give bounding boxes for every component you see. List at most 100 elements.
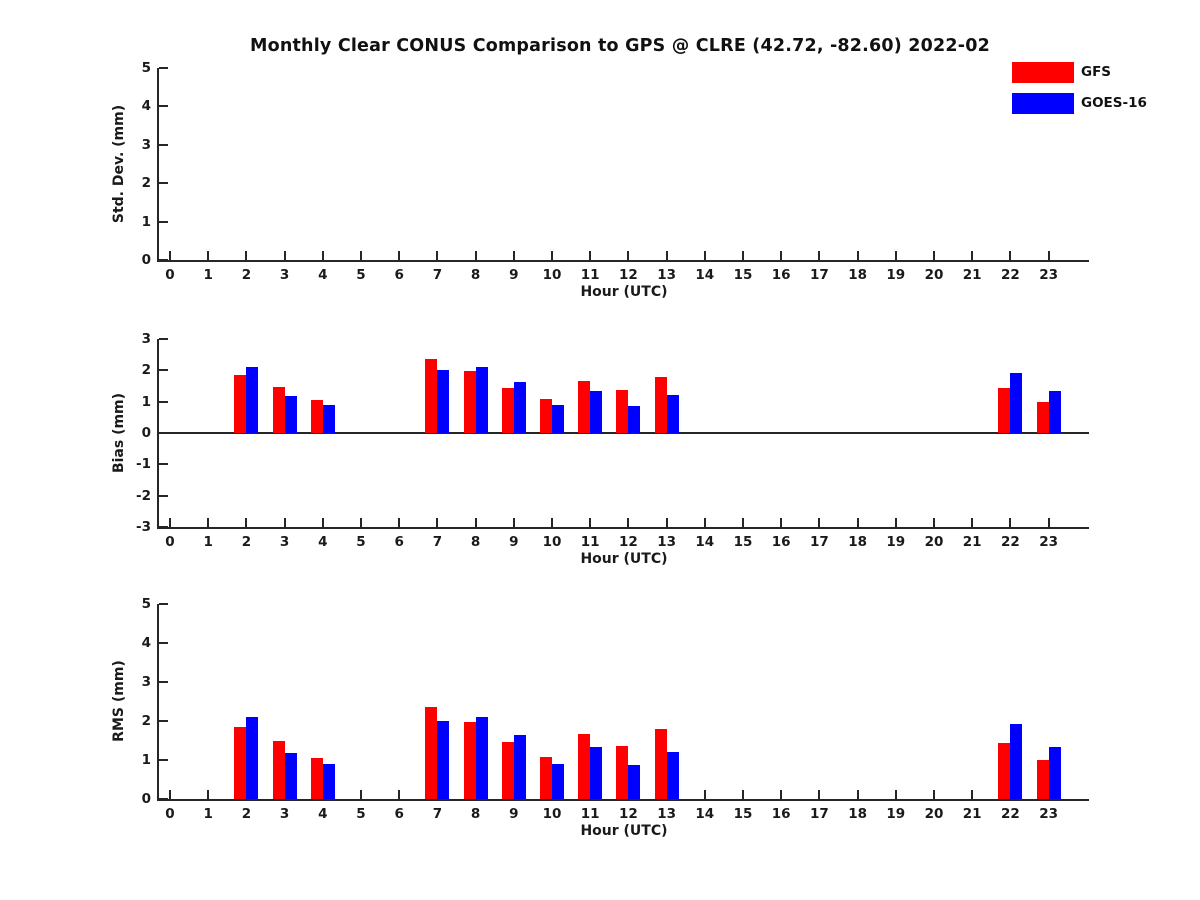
x-tick-mark (703, 790, 706, 799)
x-tick-label: 23 (1039, 806, 1058, 822)
x-tick-label: 12 (618, 806, 638, 822)
x-tick-mark (512, 518, 515, 527)
y-tick-label: -1 (136, 456, 151, 473)
bar-gfs-h3 (272, 741, 285, 799)
x-tick-label: 8 (470, 534, 481, 550)
x-tick-mark (856, 518, 859, 527)
bar-goes-16-h13 (666, 752, 679, 799)
legend-label-goes16: GOES-16 (1081, 95, 1147, 111)
y-tick-label: -2 (136, 487, 151, 504)
x-axis-label: Hour (UTC) (580, 823, 668, 839)
y-tick-label: 5 (141, 60, 151, 76)
stddev-plot-area: 0 1 2 3 4 5 0 1 2 3 4 5 6 7 8 9 10 11 12 13 14 15 16 17 18 19 20 21… (142, 60, 1089, 300)
x-tick-label: 18 (848, 534, 867, 550)
x-tick-label: 21 (962, 267, 982, 283)
x-tick-mark (780, 518, 783, 527)
x-tick-mark (742, 518, 744, 527)
stddev-y-axis-label: Std. Dev. (mm) (111, 104, 127, 224)
bar-gfs-h12 (616, 745, 629, 799)
y-tick-label: -3 (136, 519, 151, 535)
x-tick-label: 16 (771, 267, 791, 283)
x-tick-label: 9 (509, 267, 519, 283)
bar-gfs-h8 (463, 371, 476, 433)
y-tick-mark (159, 259, 168, 261)
y-tick-label: 0 (141, 425, 151, 441)
x-tick-mark (207, 251, 210, 260)
x-tick-mark (321, 251, 324, 260)
x-tick-label: 9 (509, 534, 519, 550)
x-tick-label: 11 (580, 267, 600, 283)
y-tick-label: 1 (141, 213, 151, 230)
y-tick-mark (159, 105, 168, 108)
bar-goes-16-h12 (628, 765, 641, 799)
x-tick-label: 11 (580, 534, 600, 550)
x-tick-mark (169, 518, 171, 527)
x-tick-label: 10 (542, 534, 562, 550)
x-tick-mark (1047, 518, 1050, 527)
x-tick-mark (894, 518, 897, 527)
x-tick-mark (589, 251, 592, 260)
bar-gfs-h12 (616, 390, 629, 433)
x-tick-label: 3 (279, 806, 290, 822)
legend-swatch-gfs (1012, 62, 1074, 83)
x-tick-mark (398, 251, 401, 260)
y-tick-mark (159, 526, 168, 528)
x-tick-label: 20 (924, 806, 944, 822)
x-tick-label: 3 (279, 267, 290, 283)
x-tick-label: 16 (771, 534, 791, 550)
y-tick-label: 1 (141, 752, 151, 768)
x-tick-label: 4 (318, 806, 328, 822)
bar-gfs-h9 (501, 742, 514, 799)
y-tick-mark (159, 681, 168, 683)
bar-goes-16-h4 (322, 404, 335, 433)
bar-gfs-h11 (578, 733, 591, 799)
x-tick-label: 22 (1000, 534, 1020, 550)
x-tick-mark (665, 518, 668, 527)
x-tick-mark (321, 518, 324, 527)
x-tick-label: 17 (809, 534, 829, 550)
y-tick-mark (159, 603, 168, 605)
x-tick-label: 0 (165, 534, 175, 550)
x-tick-label: 4 (318, 534, 328, 550)
x-tick-mark (283, 518, 286, 527)
x-tick-mark (933, 251, 935, 260)
x-tick-label: 6 (394, 806, 404, 822)
x-tick-label: 0 (165, 806, 175, 822)
bar-goes-16-h7 (437, 370, 450, 433)
x-tick-mark (856, 251, 859, 260)
x-tick-label: 19 (886, 267, 906, 283)
x-tick-mark (894, 790, 897, 799)
x-tick-mark (627, 251, 630, 260)
x-tick-label: 18 (848, 806, 867, 822)
x-tick-mark (398, 518, 401, 527)
x-tick-label: 14 (695, 534, 715, 550)
x-tick-mark (856, 790, 859, 799)
x-tick-label: 6 (394, 534, 404, 550)
bar-gfs-h7 (425, 707, 438, 799)
x-tick-label: 22 (1000, 806, 1020, 822)
y-tick-mark (159, 338, 168, 340)
x-tick-label: 15 (733, 534, 753, 550)
x-tick-label: 5 (356, 534, 366, 550)
x-tick-label: 7 (432, 806, 443, 822)
x-tick-mark (245, 251, 248, 260)
x-tick-mark (933, 790, 935, 799)
x-tick-mark (436, 518, 439, 527)
x-tick-label: 19 (886, 806, 906, 822)
x-tick-label: 22 (1000, 267, 1020, 283)
x-tick-label: 1 (203, 806, 213, 822)
x-tick-mark (398, 790, 401, 799)
x-tick-label: 23 (1039, 534, 1058, 550)
bar-goes-16-h8 (475, 717, 488, 799)
bar-gfs-h22 (998, 743, 1011, 799)
x-tick-mark (971, 518, 974, 527)
rms-plot-area: 0 1 2 3 4 5 0 1 2 3 4 5 6 7 8 9 10 11 12 13 14 15 16 17 18 19 20 21… (142, 596, 1089, 839)
x-tick-label: 8 (470, 806, 481, 822)
x-tick-mark (665, 251, 668, 260)
x-tick-label: 18 (848, 267, 867, 283)
x-tick-label: 21 (962, 534, 982, 550)
x-tick-label: 17 (809, 806, 829, 822)
x-tick-label: 13 (657, 267, 676, 283)
zero-line (159, 432, 1089, 434)
